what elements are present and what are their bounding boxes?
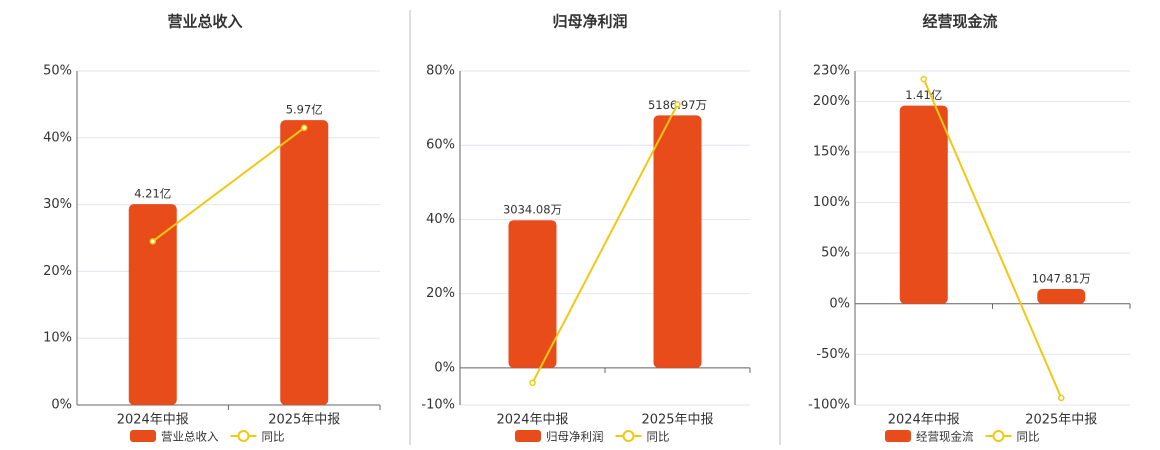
line-point <box>674 101 681 108</box>
legend-swatch <box>622 430 635 442</box>
y-tick-label: 60% <box>426 138 455 153</box>
legend-swatch <box>237 430 250 442</box>
x-tick-label: 2024年中报 <box>496 413 568 428</box>
y-tick-label: 40% <box>43 130 72 145</box>
legend-label: 同比 <box>1017 430 1040 444</box>
bar <box>128 204 177 405</box>
legend-label: 经营现金流 <box>916 430 974 444</box>
x-tick-label: 2025年中报 <box>268 413 340 428</box>
chart-title: 归母净利润 <box>552 13 627 31</box>
line-point <box>1058 394 1065 402</box>
y-tick-label: 230% <box>813 64 850 79</box>
legend-label: 同比 <box>262 430 285 444</box>
value-label: 1047.81万 <box>1032 272 1091 286</box>
legend-label: 营业总收入 <box>161 430 219 444</box>
legend-swatch <box>885 430 911 442</box>
legend-swatch <box>515 430 541 442</box>
line <box>922 78 1063 399</box>
bar <box>653 115 702 368</box>
y-tick-label: -10% <box>421 398 455 413</box>
bar <box>899 105 948 304</box>
y-tick-label: 20% <box>43 264 72 279</box>
line <box>531 103 679 384</box>
line-point <box>920 75 927 83</box>
y-tick-label: 20% <box>426 286 455 301</box>
value-label: 5.97亿 <box>286 103 323 117</box>
value-label: 3034.08万 <box>503 203 562 217</box>
y-tick-label: 50% <box>821 246 850 261</box>
bar <box>508 220 557 368</box>
legend-label: 同比 <box>647 430 670 444</box>
x-tick-label: 2025年中报 <box>641 413 713 428</box>
bar <box>1037 289 1086 304</box>
value-label: 1.41亿 <box>905 88 942 102</box>
line-point <box>529 379 536 386</box>
y-tick-label: 30% <box>43 197 72 212</box>
x-tick-label: 2024年中报 <box>888 413 960 428</box>
legend-swatch <box>992 430 1005 442</box>
y-tick-label: 0% <box>51 398 72 413</box>
y-tick-label: 50% <box>43 64 72 79</box>
bar <box>280 120 329 405</box>
y-tick-label: -100% <box>808 398 850 413</box>
x-tick-label: 2024年中报 <box>117 413 189 428</box>
y-tick-label: 40% <box>426 212 455 227</box>
y-tick-label: 80% <box>426 64 455 79</box>
chart-title: 营业总收入 <box>167 13 242 31</box>
y-tick-label: 0% <box>434 360 455 375</box>
line-point <box>301 124 308 132</box>
y-tick-label: 0% <box>829 296 850 311</box>
y-tick-label: 200% <box>813 94 850 109</box>
y-tick-label: 100% <box>813 195 850 210</box>
x-tick-label: 2025年中报 <box>1025 413 1097 428</box>
y-tick-label: 10% <box>43 331 72 346</box>
legend-label: 归母净利润 <box>546 430 604 444</box>
line <box>152 126 305 243</box>
legend-swatch <box>130 430 156 442</box>
line-point <box>149 238 156 245</box>
y-tick-label: -50% <box>816 347 850 362</box>
y-tick-label: 150% <box>813 144 850 159</box>
chart-title: 经营现金流 <box>922 13 997 31</box>
value-label: 4.21亿 <box>134 187 171 201</box>
